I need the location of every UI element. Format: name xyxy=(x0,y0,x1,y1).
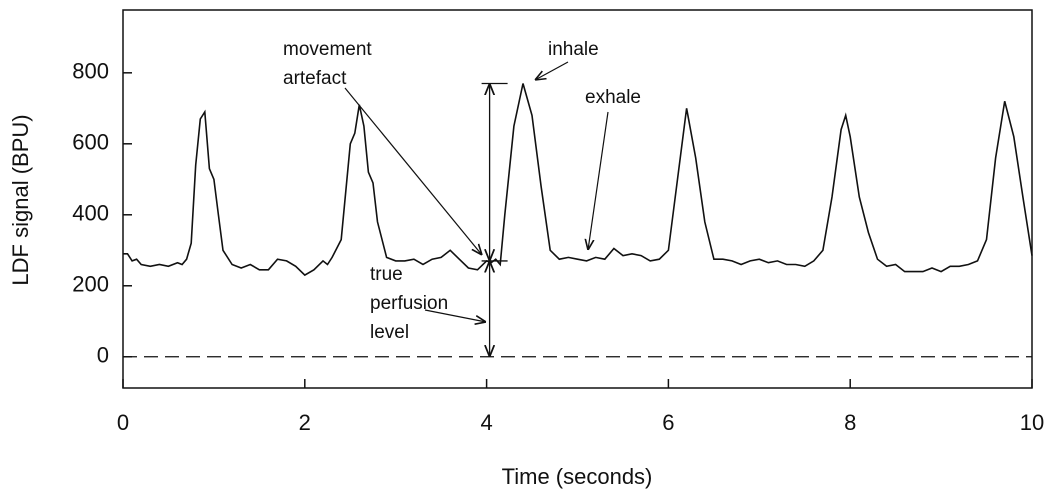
x-tick-label: 6 xyxy=(662,410,674,435)
x-tick-label: 10 xyxy=(1020,410,1044,435)
x-tick-label: 0 xyxy=(117,410,129,435)
y-tick-label: 200 xyxy=(72,272,109,297)
x-axis-title: Time (seconds) xyxy=(502,464,653,489)
y-tick-label: 600 xyxy=(72,130,109,155)
annotation: level xyxy=(370,322,409,343)
annotation-arrow xyxy=(588,111,609,250)
plot-frame xyxy=(122,9,1033,389)
annotation-arrow xyxy=(344,87,482,255)
annotation: movement xyxy=(283,39,372,60)
annotation: exhale xyxy=(585,87,641,108)
y-tick-label: 400 xyxy=(72,201,109,226)
x-tick-label: 4 xyxy=(480,410,492,435)
y-tick-label: 800 xyxy=(72,59,109,84)
signal-line xyxy=(123,83,1033,277)
annotation: artefact xyxy=(283,68,347,89)
annotation: perfusion xyxy=(370,293,448,314)
annotation-arrow xyxy=(535,61,569,80)
x-tick-label: 2 xyxy=(299,410,311,435)
annotation-arrow xyxy=(424,309,486,322)
annotation: true xyxy=(370,264,403,285)
y-tick-label: 0 xyxy=(97,343,109,368)
y-axis-title: LDF signal (BPU) xyxy=(8,114,33,285)
x-tick-label: 8 xyxy=(844,410,856,435)
annotation: inhale xyxy=(548,39,599,60)
